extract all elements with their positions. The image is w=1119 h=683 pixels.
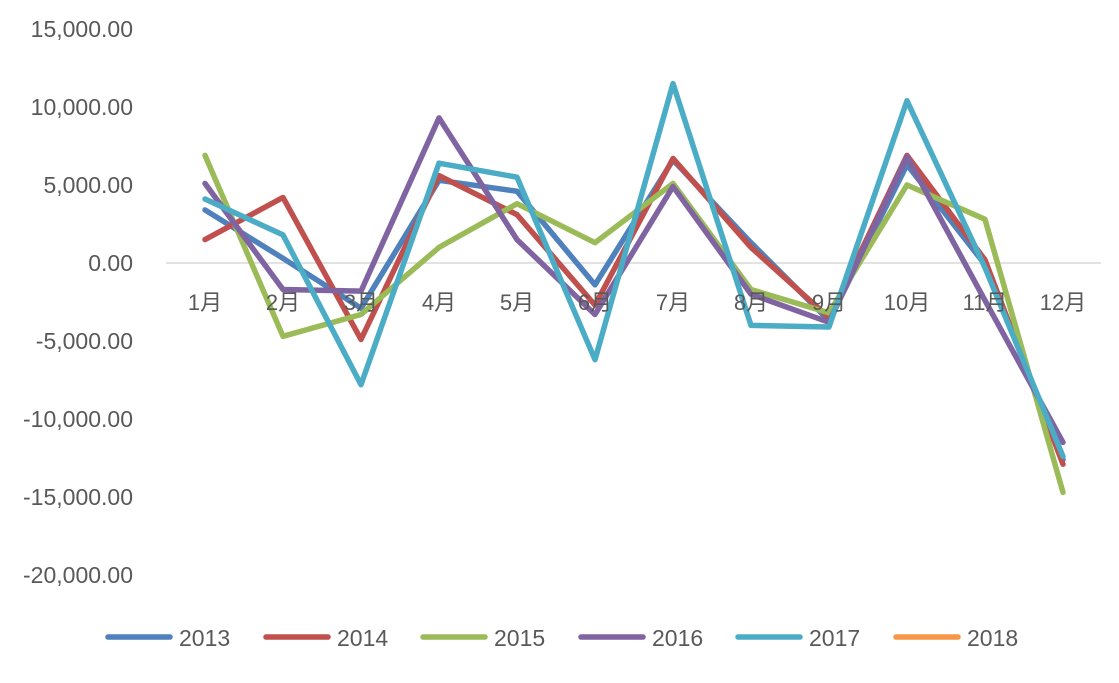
x-tick-label: 7月 — [656, 290, 690, 315]
x-tick-label: 2月 — [266, 290, 300, 315]
x-tick-label: 3月 — [344, 290, 378, 315]
legend-item-2015: 2015 — [420, 625, 545, 651]
y-tick-label: 5,000.00 — [43, 172, 133, 198]
legend-label: 2017 — [809, 625, 860, 651]
legend-label: 2013 — [179, 625, 230, 651]
legend: 2013 2014 2015 2016 2017 2018 — [105, 625, 1018, 651]
legend-label: 2015 — [494, 625, 545, 651]
series-lines — [202, 80, 1066, 496]
y-tick-label: -10,000.00 — [23, 406, 133, 432]
y-tick-label: -15,000.00 — [23, 484, 133, 510]
y-axis: 15,000.00 10,000.00 5,000.00 0.00 -5,000.00 -… — [23, 16, 133, 588]
series-line-2016 — [202, 115, 1066, 446]
legend-label: 2014 — [337, 625, 388, 651]
y-tick-label: 10,000.00 — [31, 94, 133, 120]
x-tick-label: 4月 — [422, 290, 456, 315]
legend-item-2013: 2013 — [105, 625, 230, 651]
y-tick-label: 15,000.00 — [31, 16, 133, 42]
legend-item-2014: 2014 — [263, 625, 388, 651]
x-tick-label: 6月 — [578, 290, 612, 315]
y-tick-label: 0.00 — [88, 250, 133, 276]
legend-item-2016: 2016 — [578, 625, 703, 651]
y-tick-label: -20,000.00 — [23, 562, 133, 588]
legend-label: 2018 — [967, 625, 1018, 651]
y-tick-label: -5,000.00 — [36, 328, 133, 354]
x-tick-label: 10月 — [884, 290, 930, 315]
x-tick-label: 1月 — [188, 290, 222, 315]
x-tick-label: 12月 — [1040, 290, 1086, 315]
x-tick-label: 9月 — [812, 290, 846, 315]
legend-item-2017: 2017 — [735, 625, 860, 651]
legend-label: 2016 — [652, 625, 703, 651]
x-tick-label: 8月 — [734, 290, 768, 315]
x-tick-label: 5月 — [500, 290, 534, 315]
series-line-2017 — [202, 80, 1066, 460]
x-axis: 1月 2月 3月 4月 5月 6月 7月 8月 9月 10月 11月 12月 — [188, 290, 1086, 315]
x-tick-label: 11月 — [963, 290, 1008, 315]
legend-item-2018: 2018 — [893, 625, 1018, 651]
